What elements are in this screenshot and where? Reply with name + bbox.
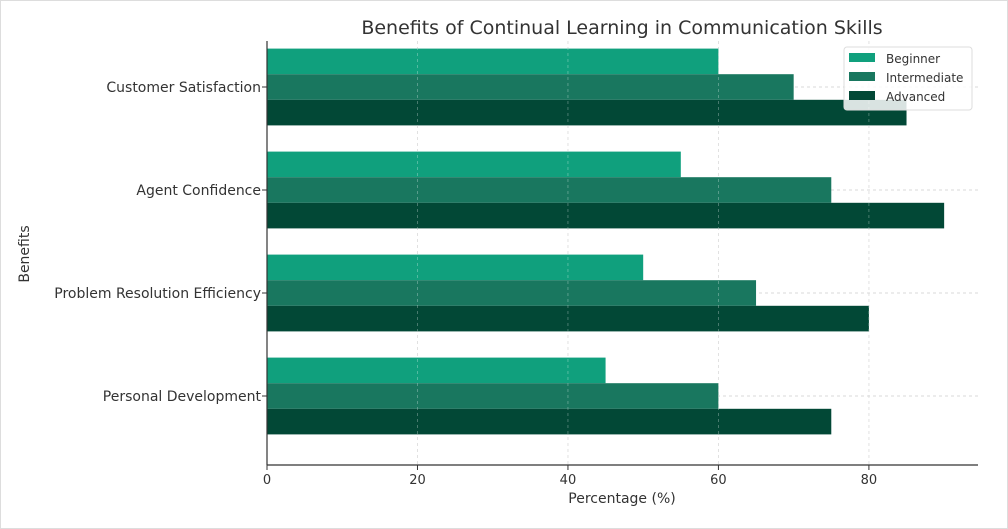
legend-label: Beginner bbox=[886, 52, 940, 66]
bar-advanced bbox=[267, 202, 945, 229]
legend-swatch-advanced bbox=[849, 91, 875, 100]
bar-intermediate bbox=[267, 74, 794, 100]
bar-beginner bbox=[267, 254, 644, 281]
x-axis-label: Percentage (%) bbox=[568, 491, 675, 507]
legend-label: Advanced bbox=[886, 90, 945, 104]
x-tick-label: 80 bbox=[861, 473, 878, 488]
bar-intermediate bbox=[267, 177, 832, 203]
legend: Beginner Intermediate Advanced bbox=[843, 46, 973, 111]
y-tick-label: Customer Satisfaction bbox=[106, 80, 261, 96]
bar-beginner bbox=[267, 48, 719, 75]
bar-beginner bbox=[267, 357, 606, 384]
legend-label: Intermediate bbox=[886, 71, 963, 85]
x-tick-label: 20 bbox=[409, 473, 426, 488]
y-tick-label: Agent Confidence bbox=[136, 183, 261, 199]
bar-advanced bbox=[267, 408, 832, 435]
bar-intermediate bbox=[267, 383, 719, 409]
bar-beginner bbox=[267, 151, 681, 178]
bar-advanced bbox=[267, 305, 869, 332]
legend-box bbox=[843, 46, 973, 111]
legend-swatch-beginner bbox=[849, 53, 875, 62]
chart-title: Benefits of Continual Learning in Commun… bbox=[361, 17, 882, 39]
y-axis-label: Benefits bbox=[17, 225, 33, 282]
x-tick-label: 40 bbox=[560, 473, 577, 488]
y-tick-label: Problem Resolution Efficiency bbox=[54, 286, 261, 302]
x-tick-label: 0 bbox=[263, 473, 271, 488]
bar-advanced bbox=[267, 99, 907, 126]
bar-intermediate bbox=[267, 280, 757, 306]
y-tick-label: Personal Development bbox=[103, 389, 262, 405]
x-tick-label: 60 bbox=[710, 473, 727, 488]
legend-swatch-intermediate bbox=[849, 72, 875, 81]
